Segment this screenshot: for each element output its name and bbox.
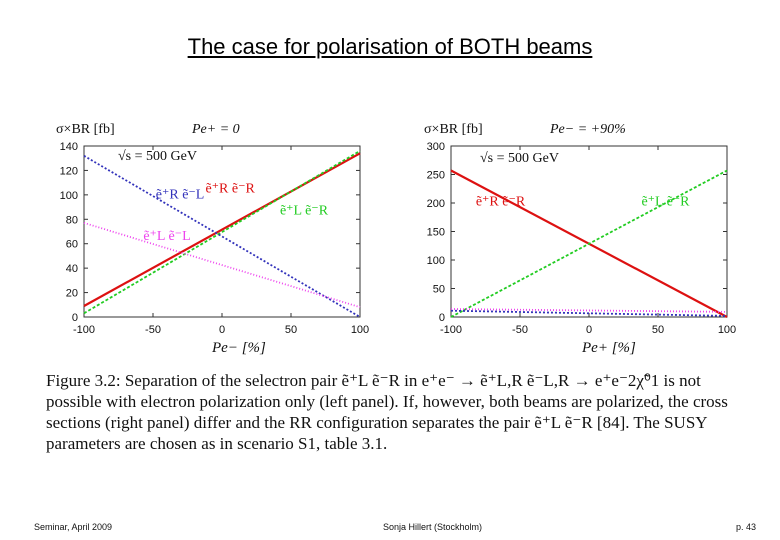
right-annotations: ẽ⁺R ẽ⁻R ẽ⁺L ẽ⁻R (476, 194, 690, 209)
left-annotations: ẽ⁺R ẽ⁻R ẽ⁺L ẽ⁻R ẽ⁺R ẽ⁻L ẽ⁺L ẽ⁻L (143, 181, 328, 244)
series-annotation-label: ẽ⁺R ẽ⁻R (205, 181, 255, 196)
footer-author: Sonja Hillert (Stockholm) (383, 522, 483, 532)
figure-caption: Figure 3.2: Separation of the selectron … (46, 371, 728, 453)
y-tick-label: 60 (66, 239, 78, 251)
right-x-axis-label: Pe+ [%] (581, 340, 636, 356)
series-annotation-label: ẽ⁺R ẽ⁻R (476, 194, 526, 209)
x-tick-label: 50 (285, 324, 297, 336)
right-header-polarisation: Pe− = +90% (549, 122, 626, 137)
y-tick-label: 150 (427, 227, 445, 239)
slide-title: The case for polarisation of BOTH beams (187, 34, 593, 59)
y-tick-label: 20 (66, 288, 78, 300)
left-y-ticks: 0 20 40 60 80 100 120 140 (60, 141, 360, 324)
series-annotation-label: ẽ⁺L ẽ⁻R (280, 203, 329, 218)
y-tick-label: 50 (433, 284, 445, 296)
y-tick-label: 80 (66, 214, 78, 226)
right-y-axis-label: σ×BR [fb] (424, 122, 483, 137)
left-series-lines (83, 150, 361, 318)
right-plot-frame (450, 145, 728, 318)
y-tick-label: 120 (60, 165, 78, 177)
left-sqrt-s-label: √s = 500 GeV (118, 149, 197, 164)
footer-date: Seminar, April 2009 (34, 522, 113, 532)
y-tick-label: 100 (427, 255, 445, 267)
series-annotation-label: ẽ⁺L ẽ⁻R (641, 194, 690, 209)
x-tick-label: 100 (718, 324, 736, 336)
plots-svg: 0 20 40 60 80 100 120 140 -100 -50 0 50 100 ẽ⁺R ẽ⁻R… (56, 122, 736, 356)
x-tick-label: -50 (145, 324, 161, 336)
left-panel: 0 20 40 60 80 100 120 140 -100 -50 0 50 100 ẽ⁺R ẽ⁻R… (56, 122, 369, 356)
right-y-ticks: 0 50 100 150 200 250 300 (427, 141, 727, 324)
series-line (83, 222, 361, 309)
x-tick-label: 0 (586, 324, 592, 336)
x-tick-label: 50 (652, 324, 664, 336)
y-tick-label: 0 (439, 312, 445, 324)
left-header-polarisation: Pe+ = 0 (191, 122, 240, 137)
right-x-ticks: -100 -50 0 50 100 (440, 146, 736, 336)
x-tick-label: 0 (219, 324, 225, 336)
x-tick-label: -100 (440, 324, 462, 336)
series-line (450, 169, 728, 318)
left-x-ticks: -100 -50 0 50 100 (73, 146, 369, 336)
series-line (450, 308, 728, 313)
footer-page-number: p. 43 (736, 522, 757, 532)
right-sqrt-s-label: √s = 500 GeV (480, 151, 559, 166)
y-tick-label: 100 (60, 190, 78, 202)
series-line (83, 150, 361, 315)
x-tick-label: -50 (512, 324, 528, 336)
right-series-lines (450, 169, 728, 318)
y-tick-label: 300 (427, 141, 445, 153)
x-tick-label: -100 (73, 324, 95, 336)
y-tick-label: 40 (66, 263, 78, 275)
y-tick-label: 140 (60, 141, 78, 153)
series-line (83, 155, 361, 318)
series-annotation-label: ẽ⁺L ẽ⁻L (143, 229, 190, 244)
x-tick-label: 100 (351, 324, 369, 336)
right-panel: 0 50 100 150 200 250 300 -100 -50 0 50 100 ẽ⁺R ẽ⁻R… (424, 122, 736, 356)
left-y-axis-label: σ×BR [fb] (56, 122, 115, 137)
left-x-axis-label: Pe− [%] (211, 340, 266, 356)
y-tick-label: 200 (427, 198, 445, 210)
series-annotation-label: ẽ⁺R ẽ⁻L (156, 188, 205, 203)
y-tick-label: 250 (427, 170, 445, 182)
y-tick-label: 0 (72, 312, 78, 324)
